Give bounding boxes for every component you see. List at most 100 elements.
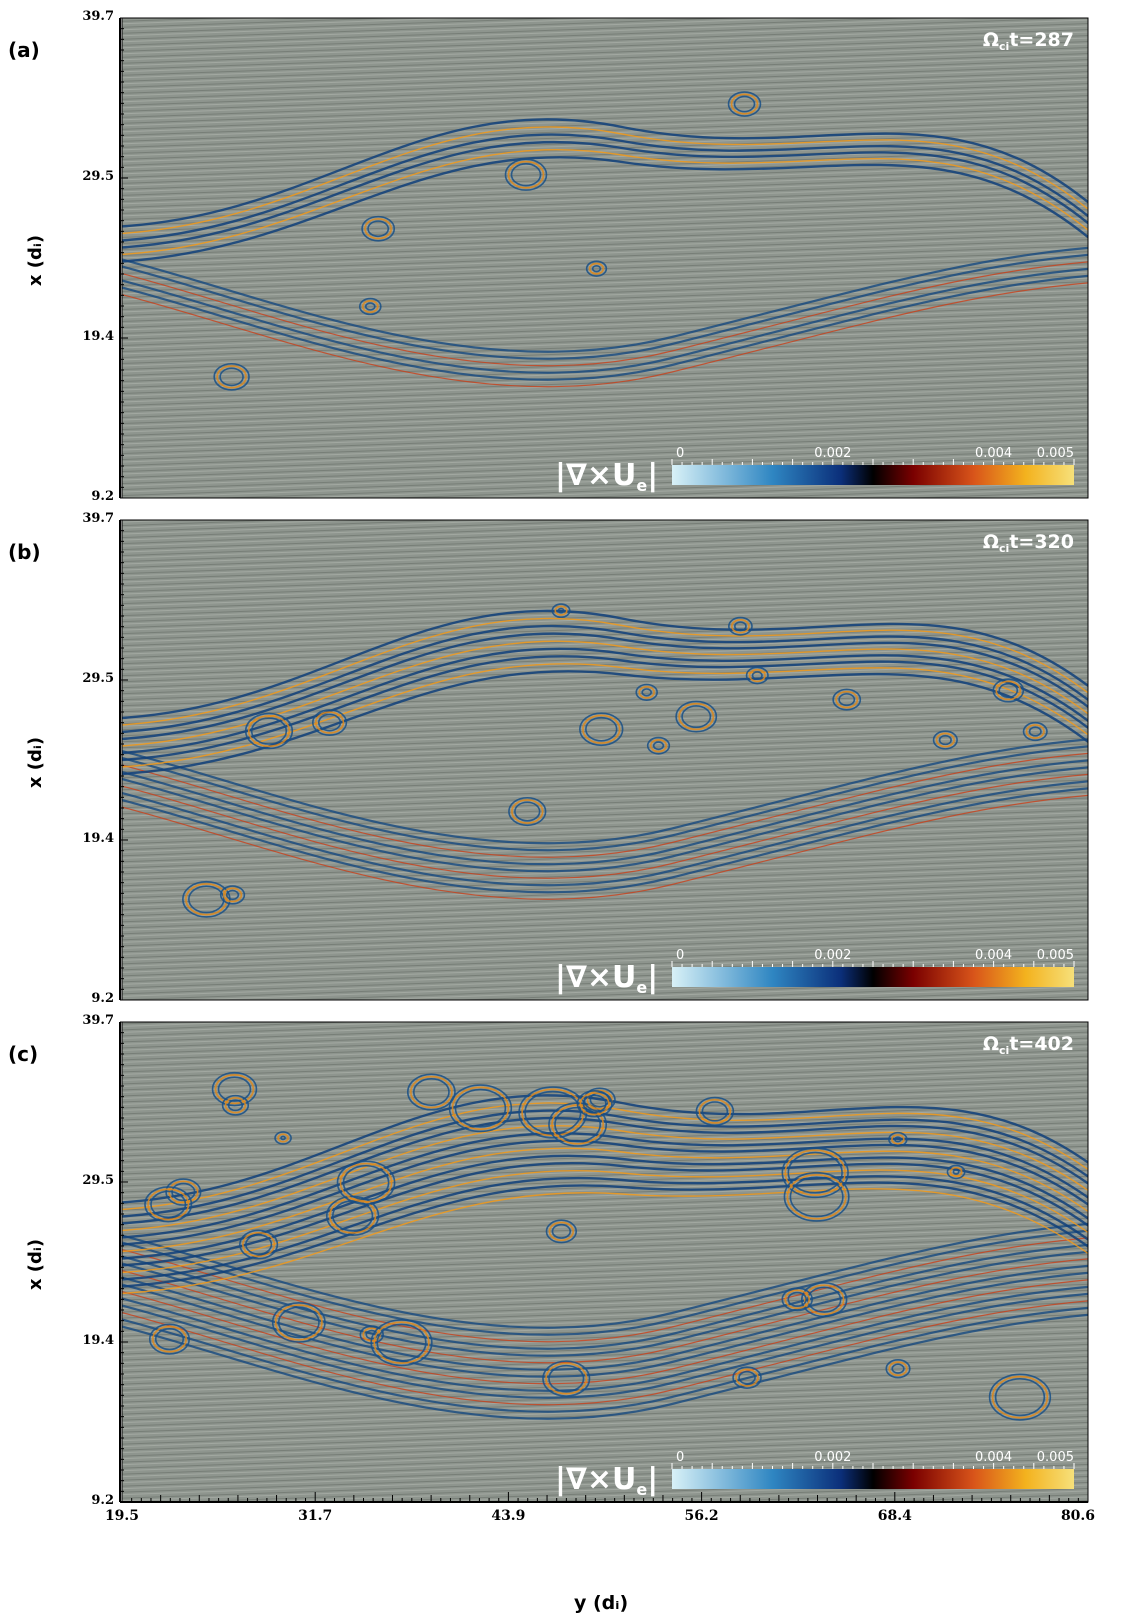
vortex-ring (787, 1151, 843, 1194)
y-axis-title-b: x (dᵢ) (25, 736, 47, 789)
shear-layer-contour (122, 156, 1088, 263)
shear-layer-contour (122, 1154, 1088, 1260)
colorbar-tick-label: 0.002 (814, 446, 851, 461)
vortex-ring (150, 1190, 187, 1219)
vortex-ring (508, 796, 547, 827)
vortex-ring (370, 1319, 433, 1367)
vortex-ring (949, 1166, 963, 1177)
vortex-ring (373, 1321, 430, 1364)
vortex-ring (938, 734, 952, 746)
vortex-ring (789, 1176, 844, 1218)
shear-layer-contour (122, 624, 1088, 733)
vortex-ring (219, 885, 246, 905)
vortex-ring (271, 1301, 326, 1343)
shear-layer-contour (122, 1313, 1088, 1420)
vortex-ring (891, 1134, 905, 1145)
shear-layer-contour (122, 752, 1088, 858)
vortex-ring (454, 1088, 507, 1128)
shear-layer-contour (122, 1116, 1088, 1225)
vortex-ring (412, 1078, 450, 1107)
vortex-ring (409, 1075, 453, 1109)
vortex-ring (781, 1287, 813, 1312)
shear-layer-contour (122, 1292, 1088, 1399)
vortex-ring (507, 160, 545, 189)
time-annotation: Ωcit=402 (983, 1033, 1074, 1057)
panel-b: Ωcit=320 0 0.002 0.004 0.005 |∇×Ue| (119, 519, 1089, 1001)
vortex-ring (367, 220, 390, 238)
vortex-ring (891, 1363, 905, 1374)
shear-layer-contour (122, 1285, 1088, 1392)
vortex-ring (448, 1084, 513, 1133)
shear-layer-contour (122, 140, 1088, 249)
vortex-ring (545, 1362, 588, 1395)
panel-frame (121, 17, 1089, 499)
shear-layer-contour (122, 261, 1088, 367)
vortex-ring (995, 680, 1022, 701)
shear-layer-contour (122, 780, 1088, 887)
vortex-ring (247, 715, 291, 748)
x-tick-label: 19.5 (104, 1508, 140, 1524)
y-tick-label: 39.7 (82, 511, 114, 526)
vortex-structures (122, 603, 1088, 918)
colorbar-tick-label: 0.005 (1037, 446, 1074, 461)
vortex-ring (832, 688, 862, 711)
vortex-ring (342, 1164, 390, 1201)
colorbar-label: |∇×Ue| (555, 1462, 658, 1499)
vortex-ring (511, 799, 544, 824)
vortex-ring (728, 616, 753, 636)
vortex-ring (274, 1304, 323, 1341)
y-tick-label: 29.5 (82, 169, 114, 184)
vortex-ring (991, 1375, 1049, 1419)
vortex-ring (364, 218, 393, 240)
shear-layer-contour (122, 655, 1088, 762)
vortex-ring (245, 1234, 273, 1255)
shear-layer-contour (122, 1175, 1088, 1281)
vortex-ring (591, 264, 602, 273)
vortex-ring (551, 1223, 572, 1239)
vortex-ring (781, 1147, 849, 1199)
vortex-ring (277, 1306, 320, 1339)
vortex-ring (277, 1133, 289, 1143)
time-annotation: Ωcit=287 (983, 29, 1074, 53)
shear-layer-contour (122, 148, 1088, 256)
y-axis-title-c: x (dᵢ) (25, 1238, 47, 1291)
vortex-ring (894, 1136, 902, 1143)
vortex-ring (244, 712, 294, 750)
colorbar-tick-label: 0 (676, 446, 684, 461)
x-tick-label: 43.9 (491, 1508, 526, 1524)
panel-a: Ωcit=287 0 0.002 0.004 0.005 |∇×Ue| (119, 17, 1089, 499)
vortex-ring (211, 1071, 258, 1107)
vortex-ring (542, 1360, 591, 1397)
shear-layer-contour (122, 1264, 1088, 1371)
vortex-ring (678, 702, 715, 731)
vortex-ring (214, 1074, 255, 1105)
colorbar-label: |∇×Ue| (555, 458, 658, 495)
vortex-ring (588, 262, 605, 275)
vortex-ring (221, 1094, 250, 1116)
y-tick-label: 29.5 (82, 671, 114, 686)
vortex-ring (504, 158, 548, 191)
shear-layer-contour (122, 1188, 1088, 1295)
shear-layer-contour (122, 773, 1088, 879)
vortex-ring (250, 717, 288, 745)
y-tick-label: 9.2 (91, 489, 114, 504)
vortex-ring (734, 621, 747, 632)
shear-layer-contour (122, 282, 1088, 388)
vortex-ring (545, 1219, 578, 1244)
x-axis-title: y (dᵢ) (574, 1592, 629, 1614)
shear-layer-contour (122, 267, 1088, 374)
vortex-ring (652, 741, 665, 751)
vortex-ring (735, 1368, 759, 1387)
vortex-ring (280, 1135, 286, 1141)
colorbar-tick-label: 0 (676, 948, 684, 963)
vortex-ring (727, 91, 762, 117)
vortex-ring (144, 1186, 193, 1223)
shear-layer-contour (122, 1139, 1088, 1246)
vortex-ring (992, 678, 1025, 703)
vortex-ring (582, 714, 621, 744)
vortex-ring (554, 605, 568, 616)
vortex-ring (274, 1131, 292, 1145)
vortex-ring (1025, 724, 1045, 739)
colorbar-tick-label: 0.004 (975, 446, 1012, 461)
